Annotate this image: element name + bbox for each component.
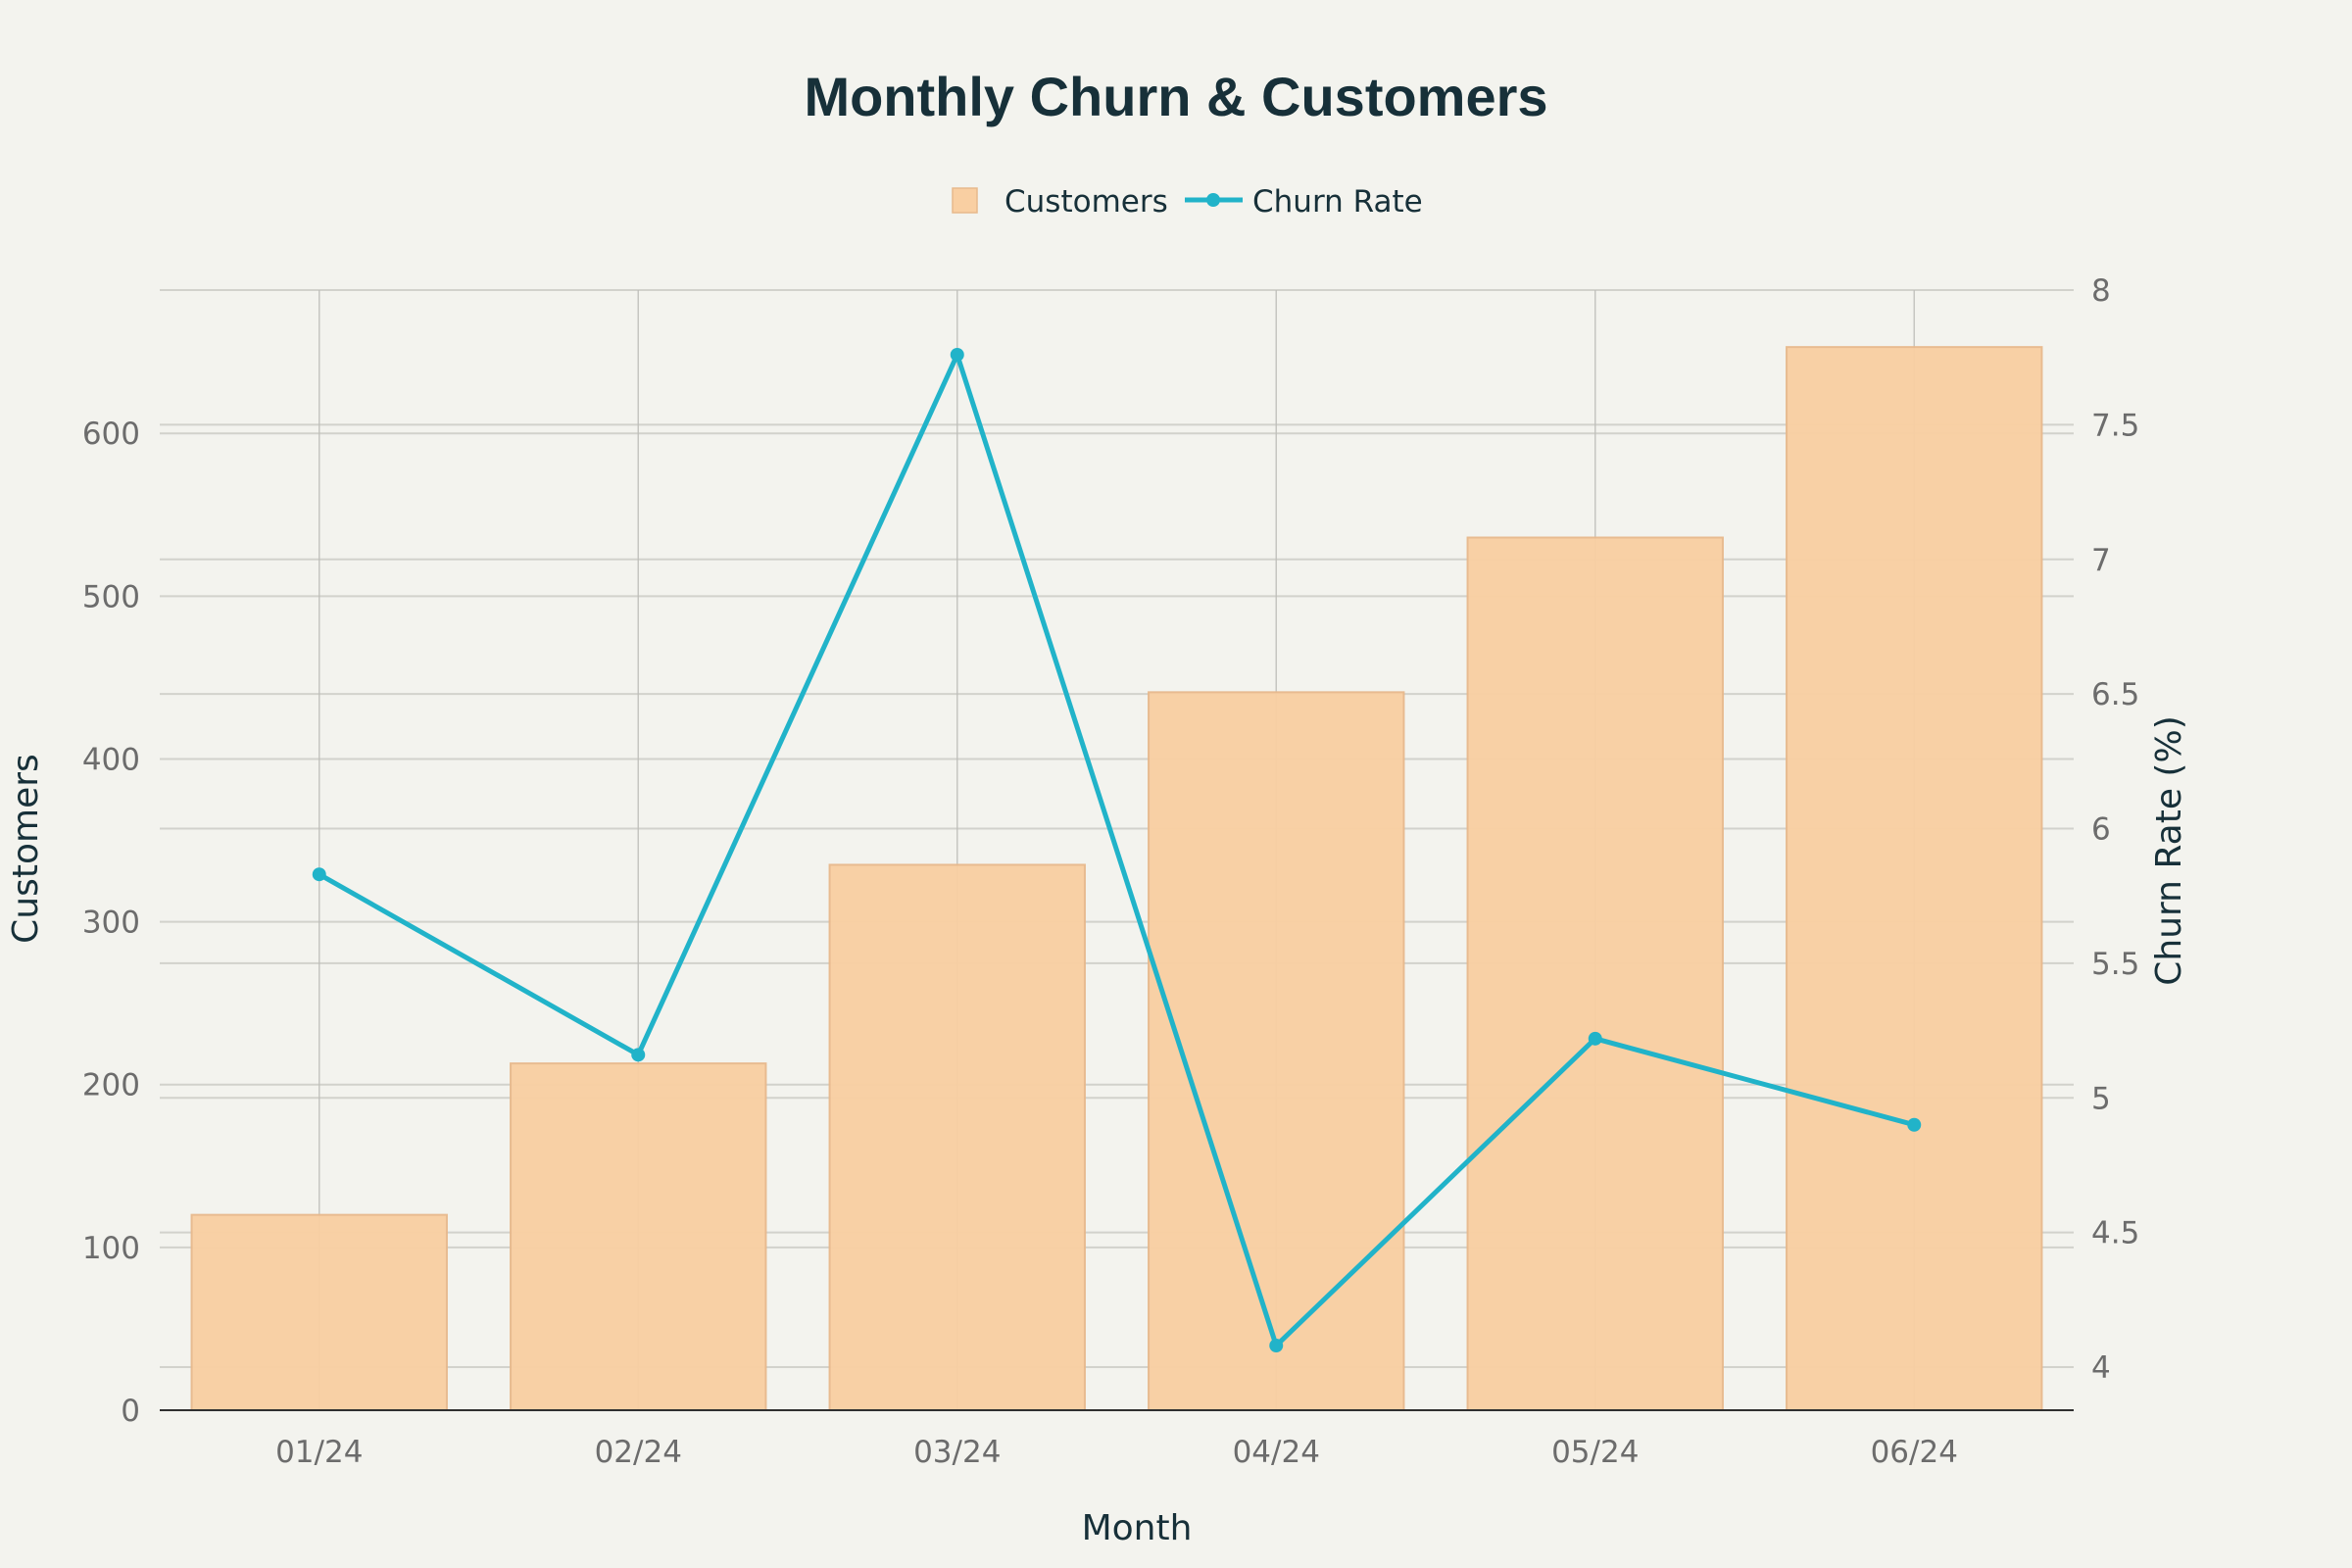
customers-bar-03-24 — [828, 863, 1086, 1411]
left-y-tick-label-100: 100 — [82, 1231, 140, 1266]
x-tick-label-01-24: 01/24 — [275, 1435, 363, 1470]
churn-rate-point-06-24 — [1907, 1117, 1922, 1132]
churn-rate-point-03-24 — [950, 347, 964, 362]
legend-churn-label: Churn Rate — [1252, 184, 1423, 220]
right-y-tick-label-4-5: 4.5 — [2091, 1216, 2139, 1251]
left-y-tick-label-500: 500 — [82, 579, 140, 614]
legend-churn-marker — [1206, 193, 1220, 207]
right-y-tick-label-5: 5 — [2091, 1081, 2111, 1116]
left-y-tick-label-600: 600 — [82, 416, 140, 452]
customers-bar-02-24 — [510, 1062, 767, 1411]
churn-rate-point-04-24 — [1269, 1339, 1284, 1353]
bars-layer — [190, 346, 2043, 1411]
chart-title: Monthly Churn & Customers — [804, 66, 1547, 127]
legend-customers-swatch — [952, 187, 978, 214]
customers-bar-06-24 — [1786, 346, 2043, 1411]
right-y-tick-label-7-5: 7.5 — [2091, 408, 2139, 443]
x-tick-label-05-24: 05/24 — [1551, 1435, 1639, 1470]
left-y-tick-label-400: 400 — [82, 742, 140, 777]
left-y-tick-label-0: 0 — [121, 1394, 140, 1429]
right-y-tick-label-4: 4 — [2091, 1350, 2111, 1386]
right-y-tick-label-6: 6 — [2091, 812, 2111, 848]
right-y-tick-label-6-5: 6.5 — [2091, 677, 2139, 712]
left-y-tick-label-300: 300 — [82, 906, 140, 941]
labels-layer: 01/24 02/24 03/24 04/24 05/24 06/24 0 100 200 300… — [82, 273, 2139, 1470]
churn-rate-line — [317, 352, 1917, 1348]
customers-bar-05-24 — [1466, 536, 1724, 1411]
customers-bar-01-24 — [190, 1213, 448, 1411]
left-y-axis-title: Customers — [6, 754, 46, 944]
right-y-tick-label-5-5: 5.5 — [2091, 947, 2139, 982]
legend: Customers Churn Rate — [952, 184, 1423, 220]
churn-rate-point-05-24 — [1588, 1031, 1602, 1046]
x-tick-label-04-24: 04/24 — [1233, 1435, 1320, 1470]
grid-layer — [160, 289, 2074, 1410]
right-y-axis-title: Churn Rate (%) — [2149, 715, 2189, 985]
line-layer — [312, 347, 1922, 1353]
customers-bar-04-24 — [1148, 691, 1405, 1411]
left-y-tick-label-200: 200 — [82, 1068, 140, 1103]
right-y-tick-label-8: 8 — [2091, 273, 2111, 309]
churn-rate-point-02-24 — [631, 1048, 646, 1062]
x-tick-label-02-24: 02/24 — [595, 1435, 682, 1470]
x-tick-label-03-24: 03/24 — [913, 1435, 1001, 1470]
churn-rate-point-01-24 — [312, 867, 326, 882]
x-tick-label-06-24: 06/24 — [1871, 1435, 1958, 1470]
legend-customers-label: Customers — [1004, 184, 1168, 220]
x-axis-title: Month — [1082, 1508, 1193, 1548]
right-y-tick-label-7: 7 — [2091, 543, 2111, 578]
